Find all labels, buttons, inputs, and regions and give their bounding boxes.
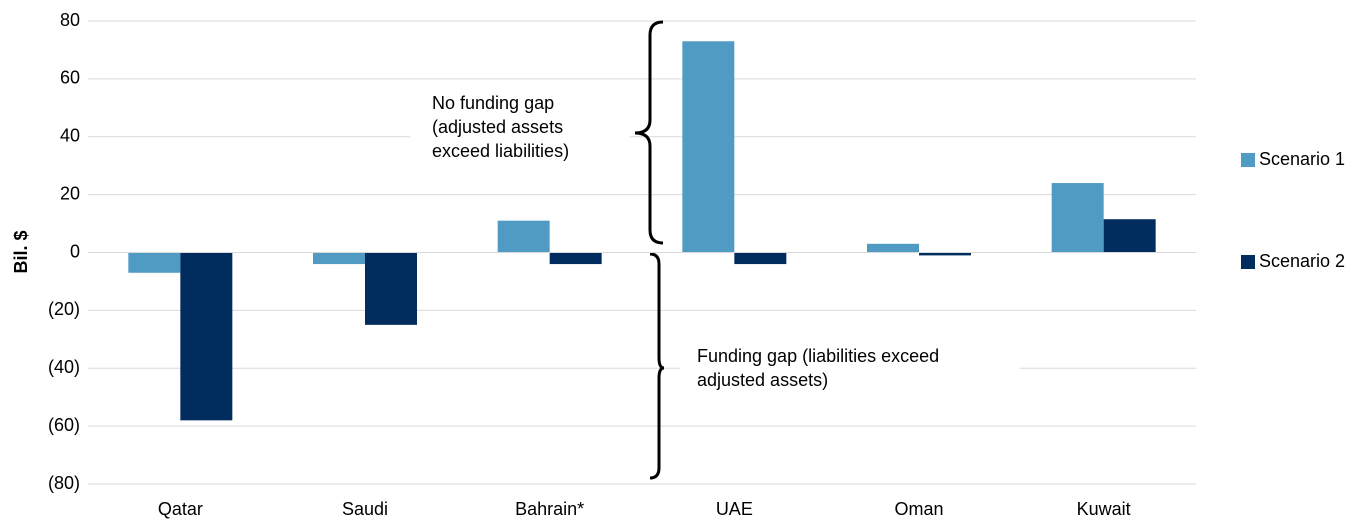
legend-label: Scenario 2	[1259, 251, 1345, 271]
y-tick-label: 60	[60, 68, 80, 88]
bar	[180, 252, 233, 421]
legend-swatch	[1241, 153, 1255, 167]
y-tick-label: (60)	[48, 415, 80, 435]
y-tick-label: 0	[70, 241, 80, 261]
x-tick-label: Oman	[894, 499, 943, 519]
y-tick-label: (40)	[48, 357, 80, 377]
bar	[128, 252, 181, 273]
annotation: adjusted assets)	[697, 370, 828, 390]
annotation: exceed liabilities)	[432, 141, 569, 161]
y-tick-label: (20)	[48, 299, 80, 319]
bar	[365, 252, 417, 325]
y-tick-label: 20	[60, 183, 80, 203]
annotation-bg	[680, 343, 1020, 397]
x-tick-label: UAE	[716, 499, 753, 519]
bar	[1051, 183, 1104, 253]
x-tick-label: Bahrain*	[515, 499, 584, 519]
bar	[1103, 219, 1156, 253]
bar	[734, 252, 787, 265]
y-tick-label: 80	[60, 10, 80, 30]
x-tick-label: Kuwait	[1077, 499, 1131, 519]
annotation: (adjusted assets	[432, 117, 563, 137]
x-tick-label: Saudi	[342, 499, 388, 519]
bar	[867, 243, 919, 253]
brace	[634, 20, 664, 245]
y-axis-label: Bil. $	[11, 230, 31, 273]
y-tick-label: 40	[60, 126, 80, 146]
legend-label: Scenario 1	[1259, 149, 1345, 169]
bar	[313, 252, 365, 265]
brace	[649, 252, 665, 480]
annotation: No funding gap	[432, 93, 554, 113]
annotation: Funding gap (liabilities exceed	[697, 346, 939, 366]
x-tick-label: Qatar	[158, 499, 203, 519]
bar	[919, 252, 971, 256]
y-tick-label: (80)	[48, 473, 80, 493]
annotation-bg	[410, 90, 630, 168]
bar	[682, 41, 735, 253]
legend-swatch	[1241, 255, 1255, 269]
bar	[497, 220, 550, 253]
bar	[549, 252, 602, 265]
